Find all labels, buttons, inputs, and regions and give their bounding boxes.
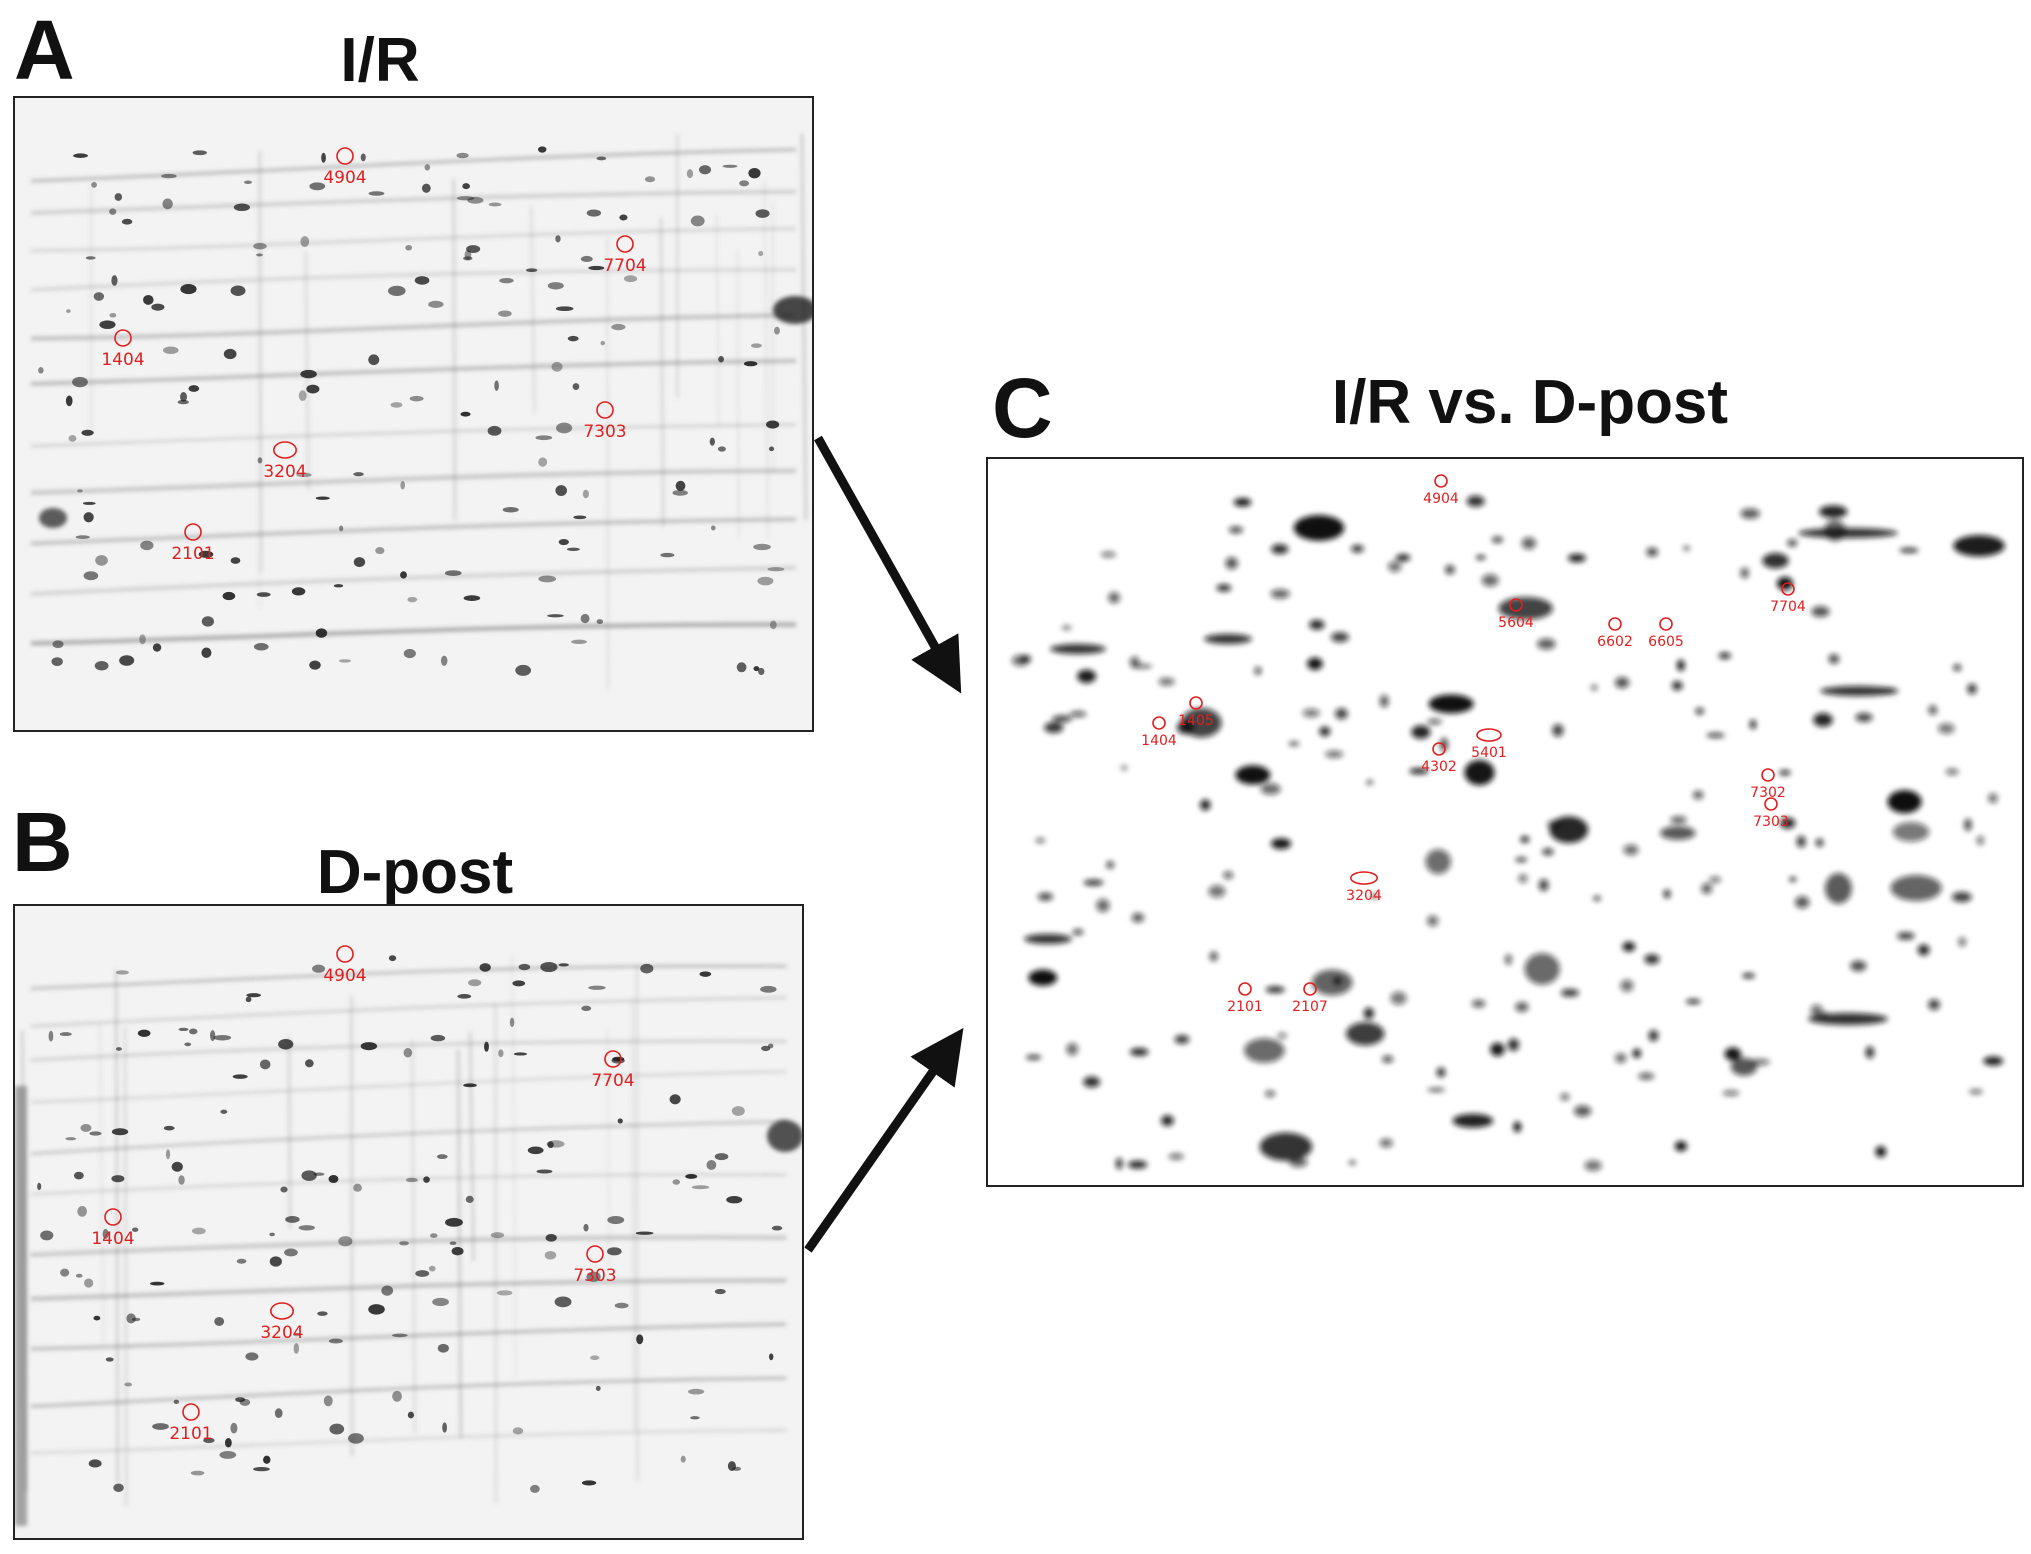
spot-label: 7302 — [1750, 785, 1786, 801]
spot-marker-7303: 7303 — [573, 1245, 617, 1286]
spot-marker-1404: 1404 — [101, 329, 145, 370]
panel-c-letter: C — [992, 361, 1053, 455]
panel-b-letter: B — [12, 795, 73, 889]
spot-label: 3204 — [1346, 888, 1382, 904]
gel-spots — [37, 955, 783, 1493]
spot-label: 5401 — [1471, 745, 1507, 761]
gel-image-dpost: 4904 7704 1404 7303 3204 2101 — [13, 904, 804, 1540]
spot-label: 4904 — [323, 168, 366, 188]
spot-label: 4904 — [323, 966, 366, 986]
spot-marker-7302: 7302 — [1750, 768, 1786, 801]
spot-marker-4904: 4904 — [323, 945, 367, 986]
spot-label: 1405 — [1178, 713, 1214, 729]
spot-label: 7704 — [603, 256, 646, 276]
spot-label: 7704 — [1770, 599, 1806, 615]
spot-marker-7704: 7704 — [1770, 582, 1806, 615]
spot-marker-3204: 3204 — [263, 441, 307, 482]
panel-c-title: I/R vs. D-post — [1331, 368, 1729, 437]
spot-label: 5604 — [1498, 615, 1534, 631]
spot-label: 7303 — [573, 1266, 616, 1286]
spot-marker-3204: 3204 — [1346, 871, 1382, 904]
arrow-b-to-c — [804, 1027, 964, 1253]
panel-b-title: D-post — [316, 838, 514, 907]
spot-marker-2101: 2101 — [171, 523, 215, 564]
spot-marker-7704: 7704 — [591, 1050, 635, 1091]
gel-image-comparison: 4904 5604 6602 6605 7704 1405 1404 5401 4302 7302… — [986, 457, 2024, 1187]
spot-marker-1404: 1404 — [1141, 716, 1177, 749]
spot-marker-7704: 7704 — [603, 235, 647, 276]
spot-label: 3204 — [263, 462, 306, 482]
spot-label: 3204 — [260, 1323, 303, 1343]
spot-label: 2101 — [169, 1424, 212, 1444]
gel-image-ir: 4904 7704 1404 7303 3204 2101 — [13, 96, 814, 732]
spot-marker-2101: 2101 — [169, 1403, 213, 1444]
spot-label: 2101 — [171, 544, 214, 564]
spot-label: 4904 — [1423, 491, 1459, 507]
spot-label: 7704 — [591, 1071, 634, 1091]
spot-marker-5401: 5401 — [1471, 728, 1507, 761]
spot-marker-1405: 1405 — [1178, 696, 1214, 729]
panel-a-letter: A — [14, 3, 75, 97]
spot-marker-7303: 7303 — [583, 401, 627, 442]
spot-label: 1404 — [91, 1229, 134, 1249]
gel-streaks — [30, 133, 808, 690]
spot-label: 2107 — [1292, 999, 1328, 1015]
spot-marker-6602: 6602 — [1597, 617, 1633, 650]
spot-label: 4302 — [1421, 759, 1457, 775]
spot-marker-4302: 4302 — [1421, 742, 1457, 775]
spot-label: 7303 — [1753, 814, 1789, 830]
spot-marker-2101: 2101 — [1227, 982, 1263, 1015]
spot-label: 2101 — [1227, 999, 1263, 1015]
spot-marker-5604: 5604 — [1498, 598, 1534, 631]
spot-marker-3204: 3204 — [260, 1302, 304, 1343]
spot-marker-1404: 1404 — [91, 1208, 135, 1249]
spot-label: 1404 — [101, 350, 144, 370]
arrow-a-to-c — [814, 435, 962, 694]
spot-label: 6602 — [1597, 634, 1633, 650]
spot-marker-6605: 6605 — [1648, 617, 1684, 650]
spot-label: 1404 — [1141, 733, 1177, 749]
spot-marker-2107: 2107 — [1292, 982, 1328, 1015]
panel-a-title: I/R — [340, 26, 420, 95]
spot-label: 7303 — [583, 422, 626, 442]
gel-spots — [1011, 495, 2005, 1171]
spot-marker-4904: 4904 — [1423, 474, 1459, 507]
spot-label: 6605 — [1648, 634, 1684, 650]
spot-marker-4904: 4904 — [323, 147, 367, 188]
gel-spots — [38, 146, 785, 676]
spot-marker-7303: 7303 — [1753, 797, 1789, 830]
